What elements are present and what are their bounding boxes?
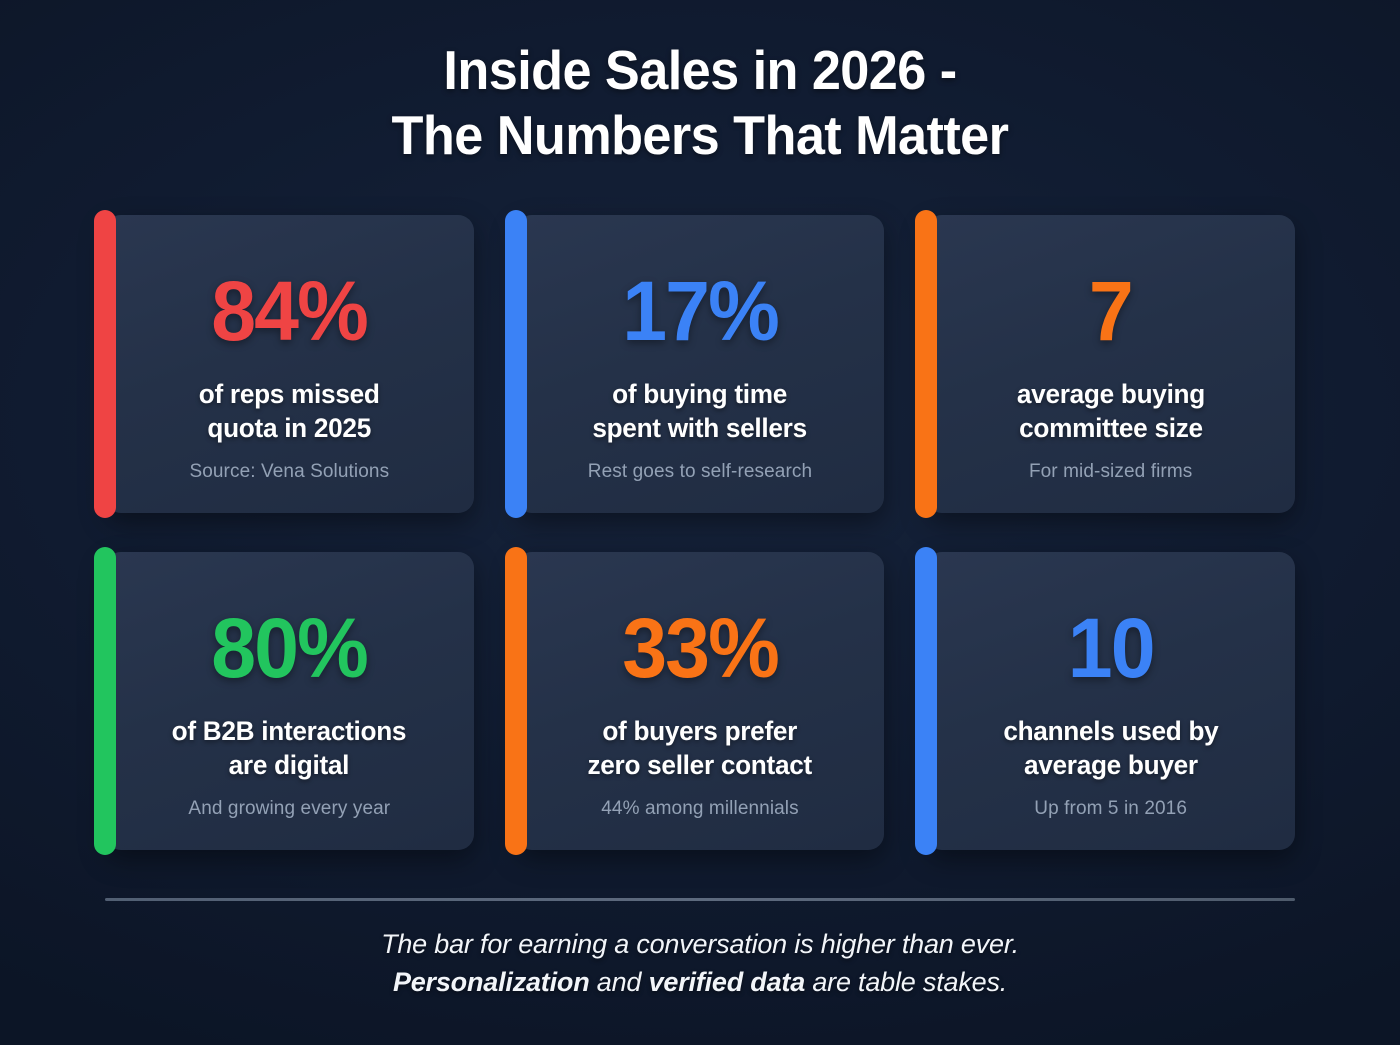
stat-label-line-2: are digital <box>229 750 350 781</box>
stat-label-line-1: of reps missed <box>198 379 380 409</box>
page-title-line-2: The Numbers That Matter <box>391 104 1009 167</box>
footer-emphasis-personalization: Personalization <box>392 967 590 998</box>
stat-label-line-2: zero seller contact <box>587 750 813 781</box>
stat-label-line-1: of buying time <box>612 379 788 409</box>
stat-label: of B2B interactions are digital <box>172 714 407 783</box>
stat-card-buying-time-with-sellers: 17% of buying time spent with sellers Re… <box>504 210 885 518</box>
page-title-line-1: Inside Sales in 2026 - <box>443 39 957 101</box>
accent-bar-orange <box>915 210 938 518</box>
stat-label: of buying time spent with sellers <box>593 377 808 446</box>
stat-label-line-1: average buying <box>1016 379 1205 409</box>
stat-value: 80% <box>211 601 370 695</box>
footer-tail: are table stakes. <box>805 967 1008 998</box>
stat-note: Source: Vena Solutions <box>189 461 390 482</box>
footer-line-2: Personalization and verified data are ta… <box>0 963 1400 1001</box>
stat-label: of buyers prefer zero seller contact <box>587 714 813 783</box>
stat-card-buying-committee-size: 7 average buying committee size For mid-… <box>915 210 1295 518</box>
stat-card-buyers-prefer-zero-contact: 33% of buyers prefer zero seller contact… <box>504 547 885 855</box>
stat-value: 17% <box>622 264 780 358</box>
stat-label-line-1: of buyers prefer <box>602 716 798 746</box>
stat-label-line-2: spent with sellers <box>592 413 808 444</box>
footer-conjunction: and <box>589 967 649 998</box>
stat-label: channels used by average buyer <box>1003 714 1218 783</box>
stat-label-line-2: quota in 2025 <box>207 413 372 444</box>
accent-bar-red <box>94 210 116 518</box>
accent-bar-blue <box>504 210 527 518</box>
stat-label: of reps missed quota in 2025 <box>199 377 380 446</box>
stat-value: 10 <box>1067 601 1156 695</box>
stat-note: For mid-sized firms <box>1028 461 1193 482</box>
stat-label-line-2: average buyer <box>1023 750 1198 781</box>
footer-divider <box>105 898 1295 901</box>
stat-card-grid: 84% of reps missed quota in 2025 Source:… <box>94 210 1295 855</box>
stat-label: average buying committee size <box>1017 377 1205 446</box>
stat-label-line-2: committee size <box>1018 413 1203 444</box>
stat-note: Rest goes to self-research <box>587 461 813 482</box>
stat-note: Up from 5 in 2016 <box>1034 798 1188 819</box>
stat-note: And growing every year <box>188 798 391 819</box>
stat-value: 84% <box>211 264 370 358</box>
stat-value: 33% <box>622 601 780 695</box>
stat-value: 7 <box>1089 264 1134 358</box>
stat-note: 44% among millennials <box>601 798 799 819</box>
footer-takeaway: The bar for earning a conversation is hi… <box>0 925 1400 1002</box>
stat-card-reps-missed-quota: 84% of reps missed quota in 2025 Source:… <box>94 210 474 518</box>
footer-emphasis-verified-data: verified data <box>648 967 806 998</box>
page-title: Inside Sales in 2026 - The Numbers That … <box>35 0 1365 169</box>
accent-bar-blue <box>915 547 938 855</box>
accent-bar-orange <box>504 547 527 855</box>
accent-bar-green <box>94 547 116 855</box>
stat-card-b2b-interactions-digital: 80% of B2B interactions are digital And … <box>94 547 474 855</box>
stat-card-channels-used-by-buyer: 10 channels used by average buyer Up fro… <box>915 547 1295 855</box>
stat-label-line-1: channels used by <box>1003 716 1219 746</box>
footer-line-1: The bar for earning a conversation is hi… <box>381 929 1019 959</box>
stat-label-line-1: of B2B interactions <box>172 716 407 746</box>
